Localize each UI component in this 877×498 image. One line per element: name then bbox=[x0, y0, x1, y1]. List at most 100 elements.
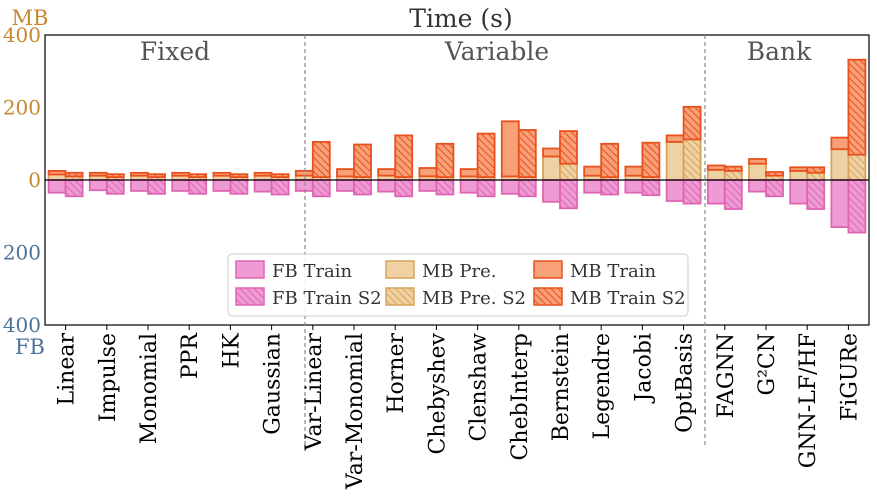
y-tick-label-top: 0 bbox=[28, 168, 41, 192]
bar-fb-train-s1-clenshaw bbox=[459, 179, 479, 194]
bar-fb-train-s1-impulse bbox=[88, 179, 108, 192]
bar-mb-train-s1-gaussian bbox=[253, 171, 273, 177]
bar-mb-train-s2-optbasis bbox=[682, 105, 702, 141]
bar-mb-train-s2-ppr bbox=[188, 173, 208, 178]
bar-fb-train-s1-bernstein bbox=[542, 179, 561, 203]
legend-frame bbox=[227, 253, 689, 317]
legend-label-mb-train: MB Train bbox=[570, 261, 656, 282]
legend-swatch-fb-train bbox=[235, 260, 265, 279]
bar-fb-train-s1-gaussian bbox=[253, 179, 273, 193]
bar-fb-train-s1-var-monomial bbox=[336, 179, 355, 192]
x-tick-label: Clenshaw bbox=[467, 333, 492, 442]
x-tick-label: Impulse bbox=[96, 333, 121, 422]
bar-mb-train-s1-fagnn bbox=[706, 164, 726, 171]
y-tick-label-top: 400 bbox=[3, 23, 41, 47]
top-axis-label: MB bbox=[12, 6, 49, 30]
x-tick-label: Chebyshev bbox=[425, 332, 450, 454]
bar-fb-train-s1-figure bbox=[830, 179, 850, 228]
bar-mb-train-s1-monomial bbox=[130, 171, 149, 177]
legend-label-fb-train: FB Train bbox=[272, 261, 353, 282]
legend-swatch-mb-pre bbox=[385, 260, 415, 279]
bar-fb-train-s1-monomial bbox=[130, 179, 149, 192]
x-tick-label: G²CN bbox=[755, 333, 780, 395]
chart-title: Time (s) bbox=[409, 4, 512, 33]
bar-mb-pre-s2-gnn-lf-hf bbox=[806, 171, 826, 182]
bar-mb-train-s1-chebinterp bbox=[500, 120, 520, 178]
x-tick-label: GNN-LF/HF bbox=[796, 333, 821, 468]
x-tick-label: Linear bbox=[55, 333, 80, 406]
bar-mb-train-s2-figure bbox=[847, 58, 867, 156]
bar-mb-train-s1-figure bbox=[830, 136, 850, 151]
bottom-y-ticks: 200 400 bbox=[3, 241, 41, 338]
bar-mb-train-s2-bernstein bbox=[559, 130, 578, 165]
bar-mb-train-s1-hk bbox=[212, 171, 232, 177]
bar-fb-train-s2-hk bbox=[229, 179, 249, 195]
legend-swatch-mb-pre-s2 bbox=[385, 287, 415, 306]
bar-mb-train-s1-ppr bbox=[171, 171, 191, 177]
group-label-bank: Bank bbox=[747, 37, 812, 66]
bar-mb-train-s1-clenshaw bbox=[459, 168, 479, 178]
legend-swatch-fb-train-s2 bbox=[235, 287, 265, 306]
bar-fb-train-s1-jacobi bbox=[624, 179, 644, 194]
bar-fb-train-s2-legendre bbox=[600, 179, 620, 196]
bar-mb-train-s2-impulse bbox=[105, 173, 125, 178]
bar-mb-pre-s1-g-cn bbox=[748, 162, 767, 181]
legend-label-mb-train-s2: MB Train S2 bbox=[570, 288, 686, 309]
legend-swatch-mb-train-s2 bbox=[533, 287, 563, 306]
bar-fb-train-s2-var-linear bbox=[311, 179, 331, 198]
legend-label-mb-pre-s2: MB Pre. S2 bbox=[422, 288, 526, 309]
top-y-ticks: 400 200 0 bbox=[3, 23, 41, 192]
x-tick-label: FiGURe bbox=[837, 333, 862, 421]
legend: FB Train FB Train S2 MB Pre. MB Pre. S2 … bbox=[227, 253, 689, 317]
x-tick-label: OptBasis bbox=[673, 333, 698, 433]
bar-fb-train-s2-var-monomial bbox=[353, 179, 372, 196]
bar-mb-train-s2-var-monomial bbox=[353, 143, 372, 178]
bar-fb-train-s1-optbasis bbox=[665, 179, 685, 202]
bar-fb-train-s1-chebinterp bbox=[500, 179, 520, 195]
bar-fb-train-s1-horner bbox=[377, 179, 397, 193]
x-tick-label: Bernstein bbox=[549, 333, 574, 441]
bar-mb-pre-s1-bernstein bbox=[542, 155, 561, 181]
bar-mb-train-s2-linear bbox=[64, 171, 84, 178]
bar-mb-pre-s2-bernstein bbox=[559, 162, 578, 181]
x-tick-label: FAGNN bbox=[714, 333, 739, 418]
bar-fb-train-s1-g-cn bbox=[748, 179, 767, 193]
bar-mb-train-s2-gnn-lf-hf bbox=[806, 166, 826, 174]
bar-fb-train-s2-monomial bbox=[147, 179, 166, 195]
bar-mb-train-s2-g-cn bbox=[765, 171, 784, 177]
bottom-axis-label: FB bbox=[15, 335, 45, 359]
bar-mb-train-s1-jacobi bbox=[624, 165, 644, 177]
bar-fb-train-s2-bernstein bbox=[559, 179, 578, 210]
bar-mb-pre-s1-gnn-lf-hf bbox=[789, 169, 809, 181]
bar-fb-train-s2-chebinterp bbox=[517, 179, 537, 198]
bar-mb-train-s1-legendre bbox=[583, 165, 603, 177]
x-tick-label: Horner bbox=[384, 333, 409, 414]
bar-mb-train-s1-gnn-lf-hf bbox=[789, 166, 809, 172]
bar-fb-train-s1-var-linear bbox=[294, 179, 314, 192]
bar-mb-train-s2-clenshaw bbox=[476, 132, 496, 179]
plot-frame bbox=[44, 34, 870, 326]
x-tick-label: Var-Linear bbox=[302, 333, 327, 452]
legend-label-fb-train-s2: FB Train S2 bbox=[272, 288, 382, 309]
x-tick-label: Jacobi bbox=[631, 333, 656, 404]
bar-mb-pre-s2-fagnn bbox=[723, 169, 743, 181]
bar-fb-train-s2-gaussian bbox=[270, 179, 290, 196]
bar-mb-train-s1-chebyshev bbox=[418, 167, 438, 178]
legend-swatch-mb-train bbox=[533, 260, 563, 279]
bar-mb-pre-s1-fagnn bbox=[706, 168, 726, 181]
bar-mb-train-s2-jacobi bbox=[641, 141, 661, 178]
bar-fb-train-s1-chebyshev bbox=[418, 179, 438, 192]
legend-label-mb-pre: MB Pre. bbox=[422, 261, 496, 282]
bar-mb-train-s2-horner bbox=[394, 134, 414, 178]
bar-mb-train-s2-legendre bbox=[600, 142, 620, 179]
y-tick-label-bottom: 400 bbox=[3, 313, 41, 337]
bar-fb-train-s2-g-cn bbox=[765, 179, 784, 198]
y-tick-label-bottom: 200 bbox=[3, 241, 41, 265]
bar-fb-train-s2-gnn-lf-hf bbox=[806, 179, 826, 210]
y-tick-label-top: 200 bbox=[3, 96, 41, 120]
bar-fb-train-s2-optbasis bbox=[682, 179, 702, 205]
bar-mb-pre-s2-figure bbox=[847, 153, 867, 181]
bar-mb-train-s2-chebinterp bbox=[517, 129, 537, 178]
bar-fb-train-s2-impulse bbox=[105, 179, 125, 195]
